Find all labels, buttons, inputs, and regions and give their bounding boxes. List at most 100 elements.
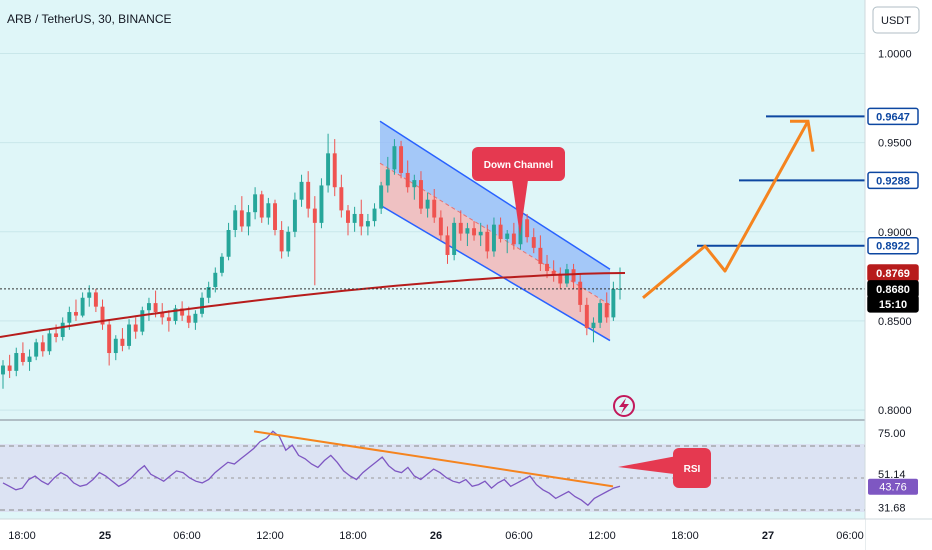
candle[interactable] [326, 133, 331, 193]
candle[interactable] [173, 304, 178, 325]
candle[interactable] [299, 174, 304, 207]
candle[interactable] [47, 328, 52, 355]
usdt-button[interactable]: USDT [872, 6, 920, 34]
candle[interactable] [604, 292, 609, 323]
candle[interactable] [160, 303, 165, 325]
candle[interactable] [107, 319, 112, 366]
candle[interactable] [233, 205, 238, 238]
candle[interactable] [379, 181, 384, 214]
candle[interactable] [591, 317, 596, 343]
candle[interactable] [100, 299, 105, 330]
candle[interactable] [538, 235, 543, 272]
candle[interactable] [266, 197, 271, 225]
time-axis[interactable]: 18:00 25 06:00 12:00 18:00 26 06:00 12:00 18:00 2… [0, 518, 932, 550]
candle[interactable] [346, 205, 350, 236]
candle[interactable] [405, 160, 410, 193]
candle[interactable] [352, 206, 357, 232]
candle[interactable] [485, 224, 490, 259]
candle[interactable] [166, 310, 171, 332]
candle[interactable] [200, 292, 205, 318]
candle[interactable] [1, 360, 5, 389]
candle[interactable] [120, 328, 125, 352]
candle[interactable] [584, 297, 589, 336]
candle[interactable] [525, 213, 530, 243]
price-tag-ma: 0.8769 [867, 264, 919, 282]
candle[interactable] [279, 221, 284, 259]
price-tag-target: 0.9288 [867, 171, 919, 190]
candle[interactable] [452, 217, 457, 261]
candle[interactable] [425, 192, 430, 218]
candle[interactable] [385, 156, 390, 193]
time-tick-label: 06:00 [505, 530, 533, 542]
candle[interactable] [598, 299, 603, 329]
candle[interactable] [14, 347, 19, 377]
candle[interactable] [392, 139, 397, 175]
candle[interactable] [611, 281, 616, 321]
candle[interactable] [292, 192, 297, 238]
candle[interactable] [491, 217, 496, 257]
candle[interactable] [332, 139, 337, 197]
candle[interactable] [226, 222, 231, 261]
candle[interactable] [412, 174, 417, 200]
candle[interactable] [551, 260, 556, 282]
candle[interactable] [312, 196, 317, 286]
candle[interactable] [478, 222, 483, 247]
candle[interactable] [34, 338, 39, 361]
candle[interactable] [306, 171, 311, 218]
candle[interactable] [80, 292, 85, 318]
candle[interactable] [531, 228, 536, 254]
candle[interactable] [27, 349, 32, 371]
candle[interactable] [133, 317, 138, 339]
candle[interactable] [180, 301, 185, 321]
candle[interactable] [253, 187, 258, 220]
candle[interactable] [186, 306, 191, 329]
candle[interactable] [399, 140, 404, 179]
candle[interactable] [60, 317, 65, 341]
candle[interactable] [219, 253, 224, 277]
candle[interactable] [93, 288, 98, 313]
candle[interactable] [511, 222, 516, 250]
candle[interactable] [7, 354, 12, 378]
price-tag-value: 15:10 [879, 299, 907, 311]
candle[interactable] [319, 178, 324, 229]
candle[interactable] [564, 263, 569, 288]
candle[interactable] [505, 230, 510, 254]
candle[interactable] [259, 190, 264, 223]
candle[interactable] [359, 199, 364, 236]
candle[interactable] [239, 196, 244, 232]
candle[interactable] [246, 205, 251, 236]
candle[interactable] [127, 319, 132, 350]
candle[interactable] [445, 226, 450, 264]
candle[interactable] [372, 203, 377, 227]
candle[interactable] [213, 267, 218, 293]
candle[interactable] [193, 310, 198, 330]
candle[interactable] [286, 226, 291, 257]
candle[interactable] [498, 217, 503, 243]
candle[interactable] [418, 171, 423, 214]
candle[interactable] [578, 274, 583, 313]
candle[interactable] [458, 210, 463, 241]
candle[interactable] [571, 263, 576, 289]
candle[interactable] [365, 213, 370, 236]
candle-body [286, 231, 291, 252]
candle-body [438, 217, 443, 236]
candle[interactable] [432, 188, 437, 223]
candle[interactable] [113, 335, 118, 361]
candle[interactable] [20, 342, 25, 366]
candle[interactable] [339, 174, 344, 218]
candle[interactable] [140, 306, 145, 336]
candle[interactable] [558, 267, 563, 289]
candle[interactable] [74, 299, 78, 321]
candle[interactable] [146, 297, 151, 321]
candle-body [346, 210, 350, 223]
candle[interactable] [206, 281, 211, 304]
candle[interactable] [40, 335, 45, 357]
candle[interactable] [472, 221, 477, 241]
candle[interactable] [465, 222, 470, 247]
candle-body [54, 333, 59, 337]
lightning-icon[interactable] [613, 395, 635, 417]
candle[interactable] [273, 199, 277, 236]
candle[interactable] [438, 210, 443, 241]
